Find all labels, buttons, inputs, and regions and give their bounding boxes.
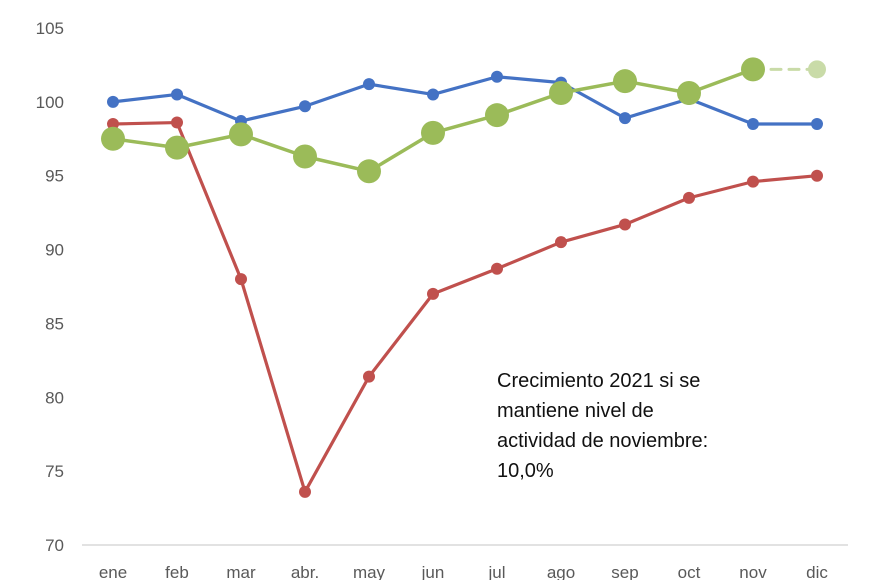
x-tick-label: nov (739, 563, 767, 580)
green-series-point (677, 80, 701, 105)
red-series-point (107, 118, 119, 131)
green-projection-point (808, 60, 826, 79)
blue-series-point (811, 118, 823, 131)
x-tick-label: mar (226, 563, 256, 580)
green-series-point (293, 144, 317, 169)
x-tick-label: oct (678, 563, 701, 580)
x-tick-label: feb (165, 563, 189, 580)
blue-series-point (491, 70, 503, 83)
blue-series-point (107, 95, 119, 108)
red-series-point (491, 262, 503, 275)
y-tick-label: 90 (45, 241, 64, 260)
red-series-point (555, 236, 567, 249)
green-series-point (101, 126, 125, 151)
red-series-point (363, 370, 375, 383)
x-tick-label: jun (421, 563, 445, 580)
green-series-point (549, 80, 573, 105)
x-tick-label: dic (806, 563, 828, 580)
y-tick-label: 75 (45, 462, 64, 481)
red-series-point (235, 273, 247, 286)
x-tick-label: jul (487, 563, 505, 580)
red-series-line (111, 120, 819, 494)
green-series-point (357, 159, 381, 184)
blue-series-point (747, 118, 759, 131)
red-series-point (299, 485, 311, 498)
x-tick-label: may (353, 563, 386, 580)
green-series-point (165, 135, 189, 160)
x-tick-label: abr. (291, 563, 319, 580)
series-group (101, 57, 826, 498)
annotation-line-1: Crecimiento 2021 si se (497, 370, 701, 392)
x-tick-label: sep (611, 563, 638, 580)
annotation-line-4: 10,0% (497, 460, 554, 482)
y-axis-ticks: 70 75 80 85 90 95 100 105 (36, 19, 64, 555)
y-tick-label: 70 (45, 536, 64, 555)
red-series-point (427, 287, 439, 300)
blue-series-point (171, 88, 183, 101)
x-axis-ticks: ene feb mar abr. may jun jul ago sep oct nov dic (99, 563, 829, 580)
x-tick-label: ago (547, 563, 575, 580)
blue-series-point (427, 88, 439, 101)
green-series-point (613, 69, 637, 94)
red-series-point (619, 218, 631, 231)
annotation-line-2: mantiene nivel de (497, 400, 654, 422)
y-tick-label: 95 (45, 167, 64, 186)
red-series-point (811, 169, 823, 182)
red-series-point (683, 191, 695, 204)
y-tick-label: 100 (36, 93, 64, 112)
green-series-line (111, 67, 755, 174)
red-series-point (747, 175, 759, 188)
y-tick-label: 105 (36, 19, 64, 38)
green-series-point (421, 120, 445, 145)
blue-series-point (299, 100, 311, 113)
blue-series-point (619, 112, 631, 125)
blue-series-point (363, 78, 375, 91)
y-tick-label: 80 (45, 388, 64, 407)
red-series-point (171, 116, 183, 129)
annotation-line-3: actividad de noviembre: (497, 430, 709, 452)
annotation-text: Crecimiento 2021 si se mantiene nivel de… (497, 366, 797, 486)
x-tick-label: ene (99, 563, 127, 580)
y-tick-label: 85 (45, 314, 64, 333)
green-series-point (229, 122, 253, 147)
blue-series-line (111, 75, 819, 126)
green-series-point (741, 57, 765, 82)
green-series-point (485, 103, 509, 128)
